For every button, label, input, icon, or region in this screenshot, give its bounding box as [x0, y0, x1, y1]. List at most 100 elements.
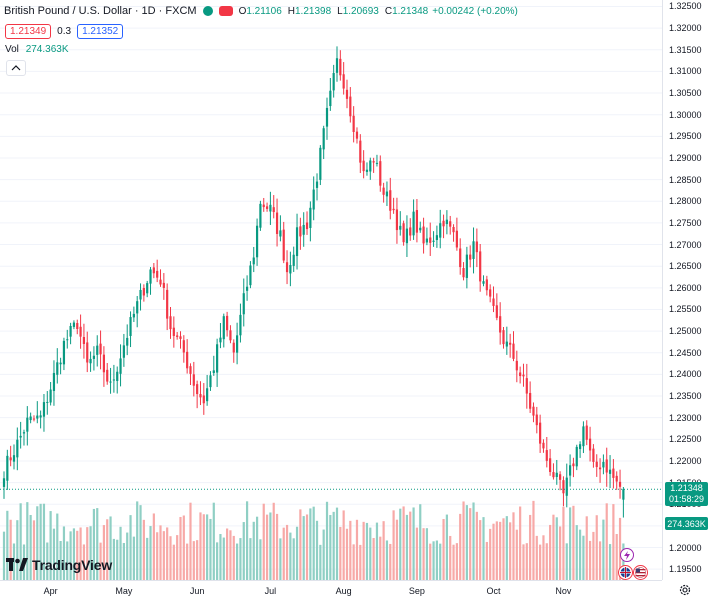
candle-body[interactable]	[569, 465, 572, 476]
candle-body[interactable]	[59, 362, 62, 365]
time-axis[interactable]: Apr May Jun Jul Aug Sep Oct Nov	[0, 580, 662, 601]
candle-body[interactable]	[572, 463, 575, 467]
candle-body[interactable]	[92, 355, 96, 359]
candle-body[interactable]	[412, 211, 415, 236]
candle-body[interactable]	[585, 425, 588, 440]
candle-body[interactable]	[365, 169, 369, 172]
volume-legend[interactable]: Vol 274.363K	[5, 44, 69, 55]
candle-body[interactable]	[109, 381, 112, 383]
candle-body[interactable]	[442, 220, 445, 227]
candle-body[interactable]	[149, 269, 152, 284]
uk-event-flag-icon[interactable]	[618, 565, 633, 580]
candle-body[interactable]	[122, 345, 125, 358]
candle-body[interactable]	[82, 336, 86, 344]
candlestick-chart[interactable]	[0, 0, 662, 580]
candle-body[interactable]	[602, 461, 605, 468]
candle-body[interactable]	[119, 358, 122, 374]
candle-body[interactable]	[272, 207, 275, 213]
symbol-title[interactable]: British Pound / U.S. Dollar · 1D · FXCM	[4, 5, 197, 17]
candle-body[interactable]	[262, 204, 265, 208]
candle-body[interactable]	[152, 267, 155, 274]
candle-body[interactable]	[349, 96, 352, 117]
gear-icon[interactable]	[678, 583, 692, 597]
candle-body[interactable]	[42, 402, 46, 417]
candle-body[interactable]	[76, 323, 79, 329]
candle-body[interactable]	[375, 162, 379, 164]
candle-body[interactable]	[355, 131, 359, 139]
candle-body[interactable]	[425, 238, 429, 243]
candle-body[interactable]	[46, 401, 49, 403]
candle-body[interactable]	[588, 438, 592, 451]
candle-body[interactable]	[295, 227, 299, 257]
candle-body[interactable]	[9, 457, 12, 461]
candle-body[interactable]	[146, 283, 149, 294]
candle-body[interactable]	[382, 187, 385, 195]
candle-body[interactable]	[555, 472, 558, 477]
candle-body[interactable]	[222, 316, 225, 340]
candle-body[interactable]	[495, 305, 498, 318]
market-status-icon[interactable]	[202, 6, 213, 16]
candle-body[interactable]	[209, 375, 212, 388]
candle-body[interactable]	[435, 235, 438, 241]
candle-body[interactable]	[265, 206, 269, 209]
candle-body[interactable]	[305, 222, 309, 230]
candle-body[interactable]	[622, 489, 625, 500]
candle-body[interactable]	[392, 208, 395, 211]
candle-body[interactable]	[329, 90, 332, 107]
candle-body[interactable]	[106, 369, 109, 382]
candle-body[interactable]	[89, 358, 92, 364]
us-event-flag-icon[interactable]	[633, 565, 648, 580]
candle-body[interactable]	[578, 444, 582, 450]
candle-body[interactable]	[529, 392, 532, 409]
candle-body[interactable]	[598, 467, 602, 470]
candle-body[interactable]	[236, 335, 239, 353]
candle-body[interactable]	[492, 298, 495, 306]
collapse-legend-button[interactable]	[6, 60, 26, 76]
candle-body[interactable]	[29, 416, 32, 421]
candle-body[interactable]	[542, 442, 545, 449]
candle-body[interactable]	[49, 389, 52, 403]
candle-body[interactable]	[612, 468, 615, 478]
candle-body[interactable]	[176, 335, 179, 337]
candle-body[interactable]	[162, 282, 165, 288]
candle-body[interactable]	[39, 415, 42, 418]
candle-body[interactable]	[459, 248, 462, 268]
candle-body[interactable]	[559, 474, 562, 480]
candle-body[interactable]	[302, 224, 305, 235]
candle-body[interactable]	[449, 221, 452, 227]
candle-body[interactable]	[502, 330, 505, 345]
candle-body[interactable]	[592, 448, 595, 462]
candle-body[interactable]	[249, 265, 252, 286]
candle-body[interactable]	[432, 240, 435, 242]
candle-body[interactable]	[26, 417, 29, 432]
candle-body[interactable]	[202, 395, 205, 404]
candle-body[interactable]	[16, 439, 19, 458]
candle-body[interactable]	[96, 345, 99, 355]
candle-body[interactable]	[86, 342, 89, 363]
candle-body[interactable]	[429, 237, 432, 243]
candle-body[interactable]	[142, 287, 145, 296]
candle-body[interactable]	[52, 372, 56, 391]
candle-body[interactable]	[252, 257, 255, 265]
candle-body[interactable]	[192, 374, 195, 386]
candle-body[interactable]	[169, 316, 172, 330]
candle-body[interactable]	[269, 204, 272, 212]
candle-body[interactable]	[369, 160, 372, 172]
candle-body[interactable]	[226, 315, 229, 331]
candle-body[interactable]	[255, 225, 259, 258]
candle-body[interactable]	[472, 241, 475, 259]
candle-body[interactable]	[352, 115, 355, 132]
candle-body[interactable]	[245, 286, 249, 291]
candle-body[interactable]	[379, 161, 382, 186]
candle-body[interactable]	[36, 415, 39, 419]
candle-body[interactable]	[285, 262, 289, 273]
candle-body[interactable]	[475, 241, 478, 253]
candle-body[interactable]	[362, 160, 365, 172]
candle-body[interactable]	[186, 351, 189, 369]
candle-body[interactable]	[618, 481, 622, 487]
candle-body[interactable]	[322, 128, 325, 150]
candle-body[interactable]	[199, 394, 202, 398]
candle-body[interactable]	[66, 339, 69, 341]
candle-body[interactable]	[595, 461, 598, 468]
candle-body[interactable]	[539, 422, 542, 444]
